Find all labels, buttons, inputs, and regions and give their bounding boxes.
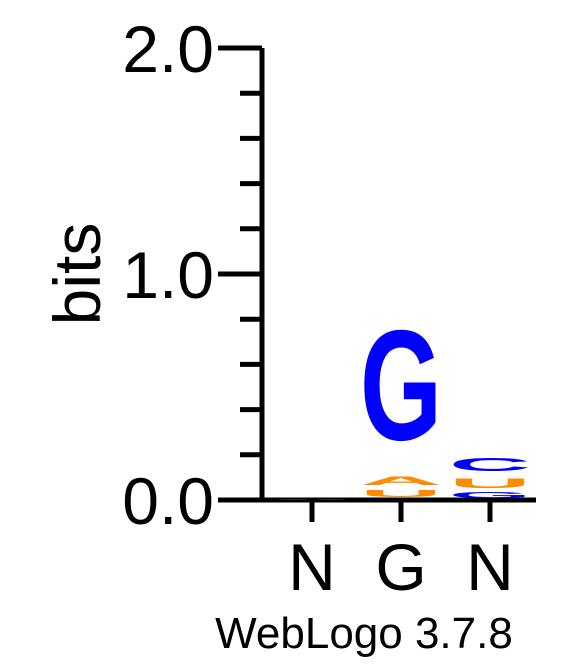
y-tick-label: 1.0 <box>122 238 214 312</box>
y-axis: 0.0 1.0 2.0 bits <box>40 12 265 538</box>
logo-letter-u: U <box>360 488 442 499</box>
y-tick-label: 2.0 <box>122 12 214 86</box>
logo-letter-u: U <box>449 475 531 491</box>
footer-credit: WebLogo 3.7.8 <box>215 609 513 658</box>
x-tick-label: N <box>466 530 514 604</box>
logo-letter-a: A <box>360 474 442 487</box>
logo-letter-g: G <box>360 299 442 474</box>
y-axis-label: bits <box>40 223 114 326</box>
x-tick-label: G <box>375 530 426 604</box>
logo-letter-c: C <box>360 499 442 500</box>
logo-letter-a: A <box>271 499 353 500</box>
logo-letter-g: G <box>449 491 531 500</box>
logo-letter-c: C <box>449 455 531 475</box>
x-tick-label: N <box>288 530 336 604</box>
y-tick-label: 0.0 <box>122 464 214 538</box>
y-ticks: 0.0 1.0 2.0 <box>122 12 262 538</box>
